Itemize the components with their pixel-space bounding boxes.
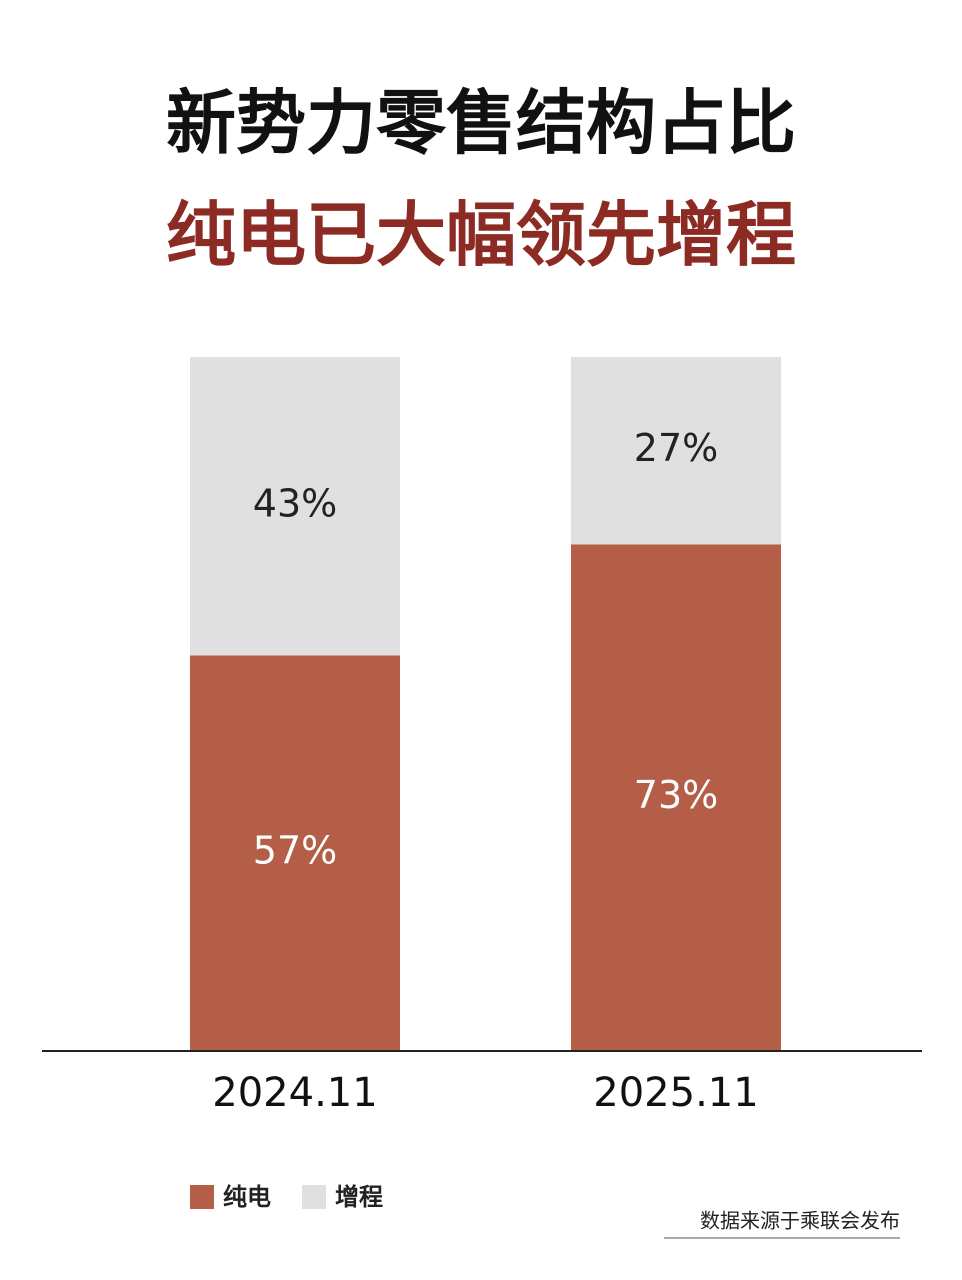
chart-title: 新势力零售结构占比 bbox=[166, 82, 796, 164]
bar-segment bbox=[190, 655, 400, 1051]
legend-swatch bbox=[190, 1185, 214, 1209]
data-label: 43% bbox=[253, 482, 337, 526]
legend-label: 纯电 bbox=[223, 1183, 271, 1211]
x-tick-label: 2025.11 bbox=[593, 1070, 758, 1116]
source-note: 数据来源于乘联会发布 bbox=[700, 1209, 900, 1233]
bar-segment bbox=[571, 544, 781, 1051]
legend-swatch bbox=[302, 1185, 326, 1209]
bar-segment bbox=[190, 357, 400, 656]
x-tick-label: 2024.11 bbox=[212, 1070, 377, 1116]
data-label: 27% bbox=[634, 426, 718, 470]
bar-segment bbox=[571, 357, 781, 545]
data-label: 73% bbox=[634, 773, 718, 817]
chart-subtitle: 纯电已大幅领先增程 bbox=[166, 194, 796, 276]
data-label: 57% bbox=[253, 829, 337, 873]
legend-label: 增程 bbox=[335, 1183, 383, 1211]
